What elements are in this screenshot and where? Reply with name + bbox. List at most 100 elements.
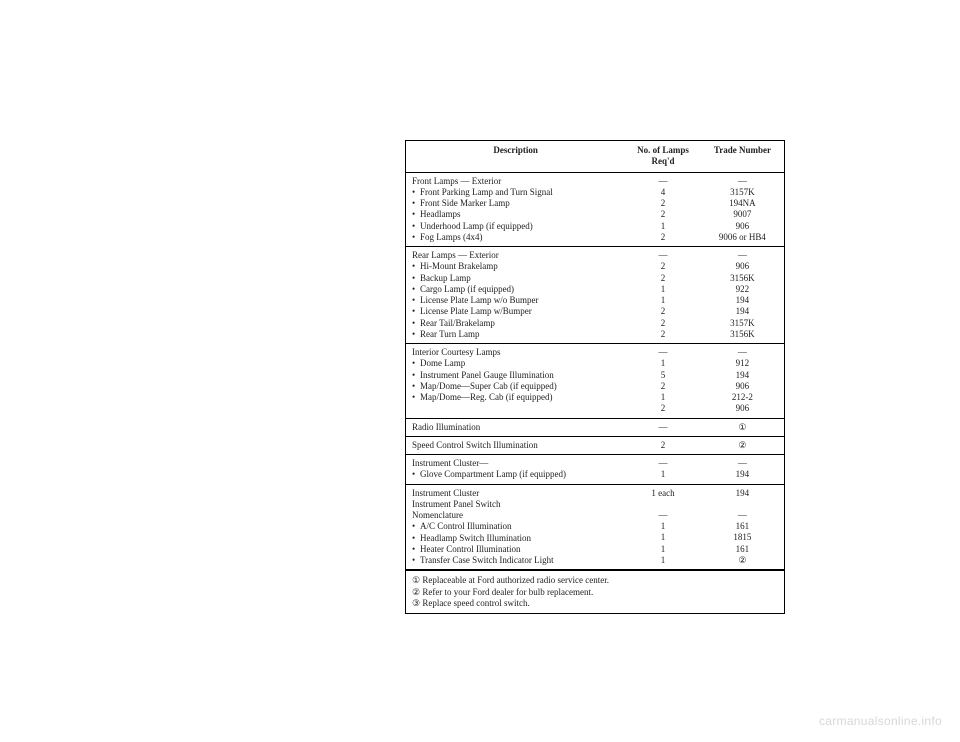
bullet-icon: •	[412, 232, 420, 243]
table-body: Front Lamps — Exterior• Front Parking La…	[406, 173, 784, 571]
cell-trade: 3156K	[703, 329, 782, 340]
cell-trade	[703, 499, 782, 510]
section-col-lamps: 1 each—1111	[625, 485, 701, 570]
footnote: ② Refer to your Ford dealer for bulb rep…	[412, 587, 778, 598]
bullet-icon: •	[412, 329, 420, 340]
cell-trade: 1815	[703, 532, 782, 543]
bullet-icon: •	[412, 555, 420, 566]
cell-lamps: 1	[627, 358, 699, 369]
cell-description: Speed Control Switch Illumination	[412, 440, 619, 451]
section-col-trade: 194—1611815161②	[701, 485, 784, 570]
section-col-description: Radio Illumination	[406, 419, 625, 436]
cell-description: • License Plate Lamp w/o Bumper	[412, 295, 619, 306]
cell-description: • License Plate Lamp w/Bumper	[412, 306, 619, 317]
section-col-description: Rear Lamps — Exterior• Hi-Mount Brakelam…	[406, 247, 625, 343]
cell-trade: ①	[703, 422, 782, 433]
section-col-description: Instrument Cluster—• Glove Compartment L…	[406, 455, 625, 484]
cell-lamps: 1 each	[627, 488, 699, 499]
cell-trade: 906	[703, 261, 782, 272]
table-section: Rear Lamps — Exterior• Hi-Mount Brakelam…	[406, 247, 784, 344]
table-section: Instrument ClusterInstrument Panel Switc…	[406, 485, 784, 571]
section-col-description: Interior Courtesy Lamps• Dome Lamp• Inst…	[406, 344, 625, 418]
cell-trade: 3157K	[703, 187, 782, 198]
cell-description: • Heater Control Illumination	[412, 544, 619, 555]
cell-description: • Backup Lamp	[412, 273, 619, 284]
cell-lamps: 2	[627, 273, 699, 284]
section-col-trade: —912194906212-2906	[701, 344, 784, 418]
cell-trade: 906	[703, 403, 782, 414]
cell-trade: 9007	[703, 209, 782, 220]
section-col-lamps: —15212	[625, 344, 701, 418]
cell-description: • Headlamp Switch Illumination	[412, 533, 619, 544]
cell-lamps: 2	[627, 232, 699, 243]
cell-lamps: 2	[627, 306, 699, 317]
bullet-icon: •	[412, 295, 420, 306]
section-col-lamps: 2	[625, 437, 701, 454]
cell-description: • Map/Dome—Super Cab (if equipped)	[412, 381, 619, 392]
cell-lamps: 1	[627, 521, 699, 532]
th-description: Description	[406, 141, 625, 172]
cell-trade: 161	[703, 521, 782, 532]
bullet-icon: •	[412, 318, 420, 329]
cell-lamps: 1	[627, 469, 699, 480]
cell-description: Interior Courtesy Lamps	[412, 347, 619, 358]
cell-lamps: 2	[627, 198, 699, 209]
cell-description: • Front Parking Lamp and Turn Signal	[412, 187, 619, 198]
cell-lamps: 1	[627, 392, 699, 403]
bullet-icon: •	[412, 381, 420, 392]
table-header-row: Description No. of Lamps Req'd Trade Num…	[406, 141, 784, 173]
cell-description: Nomenclature	[412, 510, 619, 521]
cell-lamps: 2	[627, 318, 699, 329]
cell-lamps	[627, 499, 699, 510]
cell-description: Radio Illumination	[412, 422, 619, 433]
bullet-icon: •	[412, 284, 420, 295]
watermark-text: carmanualsonline.info	[819, 714, 942, 728]
cell-description: • Glove Compartment Lamp (if equipped)	[412, 469, 619, 480]
cell-trade: 906	[703, 221, 782, 232]
table-section: Front Lamps — Exterior• Front Parking La…	[406, 173, 784, 248]
cell-lamps: 2	[627, 209, 699, 220]
cell-lamps: —	[627, 458, 699, 469]
cell-lamps: —	[627, 422, 699, 433]
cell-description: • Underhood Lamp (if equipped)	[412, 221, 619, 232]
cell-lamps: 1	[627, 221, 699, 232]
cell-description: Instrument Cluster	[412, 488, 619, 499]
cell-lamps: 2	[627, 329, 699, 340]
cell-description: Instrument Panel Switch	[412, 499, 619, 510]
cell-lamps: 1	[627, 555, 699, 566]
cell-lamps: 2	[627, 381, 699, 392]
th-no-of-lamps: No. of Lamps Req'd	[625, 141, 701, 172]
cell-trade: 9006 or HB4	[703, 232, 782, 243]
bullet-icon: •	[412, 358, 420, 369]
cell-lamps: 1	[627, 295, 699, 306]
bullet-icon: •	[412, 469, 420, 480]
cell-description: Instrument Cluster—	[412, 458, 619, 469]
cell-lamps: —	[627, 510, 699, 521]
section-col-lamps: —42212	[625, 173, 701, 247]
cell-lamps: 1	[627, 544, 699, 555]
cell-lamps: 1	[627, 284, 699, 295]
bullet-icon: •	[412, 209, 420, 220]
cell-trade: 3157K	[703, 318, 782, 329]
cell-trade: 212-2	[703, 392, 782, 403]
cell-description: • Hi-Mount Brakelamp	[412, 261, 619, 272]
section-col-description: Speed Control Switch Illumination	[406, 437, 625, 454]
cell-trade: 3156K	[703, 273, 782, 284]
section-col-trade: —3157K194NA90079069006 or HB4	[701, 173, 784, 247]
cell-description: • Map/Dome—Reg. Cab (if equipped)	[412, 392, 619, 403]
cell-description: • Rear Turn Lamp	[412, 329, 619, 340]
cell-description: Front Lamps — Exterior	[412, 176, 619, 187]
section-col-trade: ①	[701, 419, 784, 436]
cell-trade: 194	[703, 306, 782, 317]
cell-description: • Front Side Marker Lamp	[412, 198, 619, 209]
bullet-icon: •	[412, 521, 420, 532]
cell-trade: 161	[703, 544, 782, 555]
cell-trade: 194NA	[703, 198, 782, 209]
section-col-lamps: —	[625, 419, 701, 436]
section-col-description: Instrument ClusterInstrument Panel Switc…	[406, 485, 625, 570]
cell-lamps: 1	[627, 532, 699, 543]
table-section: Interior Courtesy Lamps• Dome Lamp• Inst…	[406, 344, 784, 419]
cell-trade: 194	[703, 488, 782, 499]
cell-description: • Rear Tail/Brakelamp	[412, 318, 619, 329]
footnote: ③ Replace speed control switch.	[412, 598, 778, 609]
